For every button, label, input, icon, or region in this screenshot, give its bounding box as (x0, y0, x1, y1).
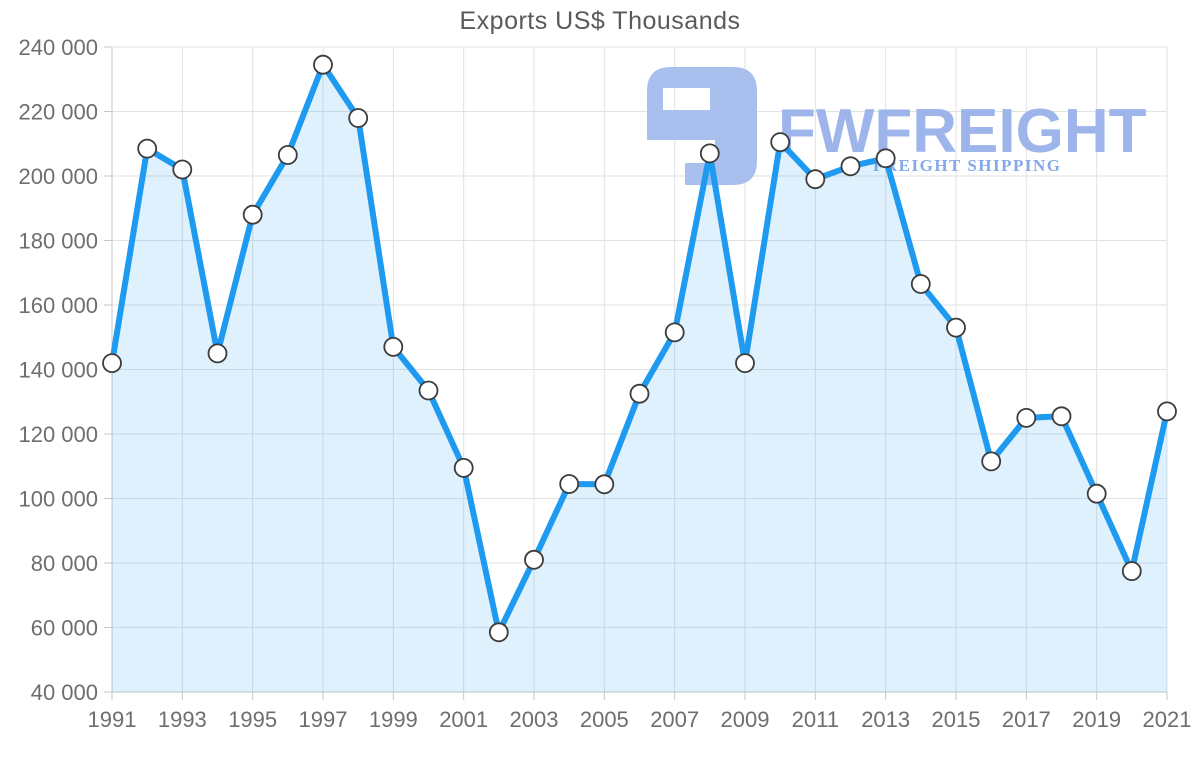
data-point-1991[interactable] (102, 353, 122, 374)
x-axis-label: 1999 (369, 707, 418, 732)
data-point-2000[interactable] (418, 380, 439, 401)
x-axis-label: 2017 (1002, 707, 1051, 732)
x-axis-label: 2007 (650, 707, 699, 732)
data-point-1992[interactable] (137, 138, 158, 159)
y-axis-label: 120 000 (18, 422, 98, 447)
x-axis-label: 2003 (510, 707, 559, 732)
data-point-1995[interactable] (242, 204, 263, 225)
y-axis-label: 200 000 (18, 164, 98, 189)
y-axis-label: 60 000 (31, 616, 98, 641)
x-axis-label: 1995 (228, 707, 277, 732)
data-point-1994[interactable] (207, 343, 228, 364)
data-point-2017[interactable] (1016, 407, 1037, 428)
x-axis-label: 2021 (1143, 707, 1192, 732)
x-axis-label: 1993 (158, 707, 207, 732)
x-axis-label: 2001 (439, 707, 488, 732)
data-point-2007[interactable] (664, 322, 685, 343)
y-axis-label: 220 000 (18, 100, 98, 125)
y-axis-label: 100 000 (18, 487, 98, 512)
data-point-1993[interactable] (172, 159, 193, 180)
data-point-1996[interactable] (277, 145, 298, 165)
x-axis-label: 1997 (299, 707, 348, 732)
x-axis-label: 1991 (88, 707, 137, 732)
data-point-2013[interactable] (875, 148, 896, 169)
data-point-2010[interactable] (770, 132, 791, 153)
data-point-2009[interactable] (735, 353, 755, 374)
data-point-1999[interactable] (383, 336, 404, 357)
data-point-2001[interactable] (453, 457, 474, 478)
data-point-2021[interactable] (1157, 401, 1177, 422)
y-axis-label: 140 000 (18, 358, 98, 383)
data-point-2012[interactable] (840, 156, 861, 177)
x-axis-label: 2011 (792, 707, 839, 732)
y-axis-label: 40 000 (31, 680, 98, 705)
data-point-2016[interactable] (981, 451, 1002, 472)
x-axis-label: 2019 (1072, 707, 1121, 732)
y-axis-label: 240 000 (18, 35, 98, 60)
data-point-2006[interactable] (629, 383, 650, 404)
data-point-1997[interactable] (313, 54, 333, 75)
data-point-2005[interactable] (594, 474, 615, 495)
y-axis-label: 80 000 (31, 551, 98, 576)
data-point-2020[interactable] (1121, 561, 1142, 581)
data-point-2002[interactable] (488, 622, 509, 643)
data-point-2004[interactable] (559, 474, 580, 494)
data-point-2018[interactable] (1051, 406, 1072, 427)
x-axis-label: 2013 (861, 707, 910, 732)
data-point-1998[interactable] (348, 108, 369, 128)
x-axis-label: 2015 (932, 707, 981, 732)
chart-title: Exports US$ Thousands (459, 7, 741, 35)
data-point-2019[interactable] (1086, 483, 1107, 504)
data-point-2003[interactable] (524, 549, 544, 570)
y-axis-label: 160 000 (18, 293, 98, 318)
series-area (112, 64, 1167, 692)
data-point-2014[interactable] (910, 274, 931, 294)
data-point-2008[interactable] (699, 143, 720, 164)
x-axis-label: 2005 (580, 707, 629, 732)
data-point-2011[interactable] (805, 169, 826, 190)
y-axis-label: 180 000 (18, 229, 98, 254)
data-point-2015[interactable] (946, 317, 966, 338)
x-axis-label: 2009 (721, 707, 770, 732)
